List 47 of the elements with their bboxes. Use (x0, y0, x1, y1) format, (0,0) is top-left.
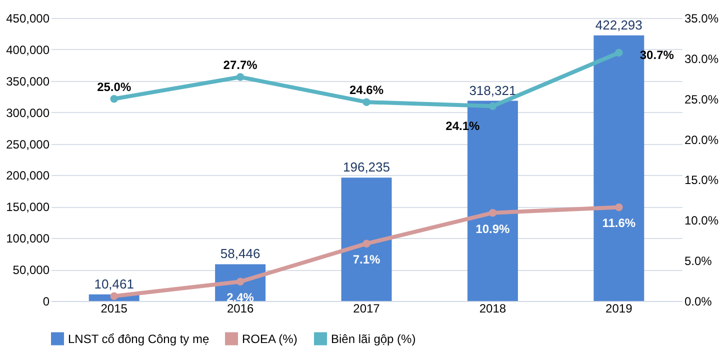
point (236, 278, 244, 286)
data-label: 24.6% (349, 83, 384, 98)
y-tick-label: 200,000 (6, 168, 50, 183)
legend-label: Biên lãi gộp (%) (331, 332, 416, 346)
y-tick-label: 0 (42, 294, 50, 308)
point (488, 102, 497, 110)
data-label: 58,446 (220, 246, 260, 262)
y2-tick-label: 25.0% (684, 92, 719, 106)
data-label: 422,293 (595, 17, 642, 32)
data-label: 11.6% (602, 216, 636, 230)
legend-label: ROEA (%) (242, 332, 298, 346)
y-tick-label: 450,000 (6, 12, 50, 26)
data-label: 196,235 (343, 160, 390, 175)
data-label: 7.1% (352, 252, 380, 267)
y2-tick-label: 10.0% (684, 214, 719, 228)
y-tick-label: 100,000 (6, 232, 50, 246)
y-tick-label: 300,000 (6, 106, 50, 120)
point (362, 240, 370, 248)
y-tick-label: 350,000 (6, 74, 50, 88)
x-tick-label: 2019 (606, 302, 633, 316)
point (110, 94, 118, 103)
y2-tick-label: 30.0% (684, 52, 719, 66)
x-tick-label: 2017 (353, 302, 380, 316)
point (615, 203, 623, 212)
data-label: 27.7% (223, 58, 258, 72)
data-label: 25.0% (97, 80, 132, 94)
bar (341, 178, 392, 301)
y2-tick-label: 0.0% (684, 294, 712, 308)
legend-label: LNST cổ đông Công ty mẹ (68, 332, 210, 346)
y2-tick-label: 5.0% (684, 254, 712, 268)
y-tick-label: 150,000 (6, 200, 50, 214)
point (110, 292, 118, 300)
point (615, 48, 623, 57)
data-label: 10,461 (94, 276, 134, 292)
point (488, 209, 497, 217)
x-tick-label: 2018 (479, 302, 506, 316)
y-tick-label: 250,000 (6, 137, 50, 152)
point (362, 98, 370, 106)
y2-tick-label: 20.0% (684, 132, 719, 147)
point (236, 73, 244, 81)
y-tick-label: 400,000 (6, 42, 50, 57)
data-label: 318,321 (469, 82, 516, 98)
x-tick-label: 2015 (100, 302, 128, 316)
y2-tick-label: 15.0% (684, 173, 719, 188)
y-tick-label: 50,000 (12, 263, 50, 278)
y2-tick-label: 35.0% (684, 12, 719, 26)
data-label: 10.9% (476, 222, 510, 236)
